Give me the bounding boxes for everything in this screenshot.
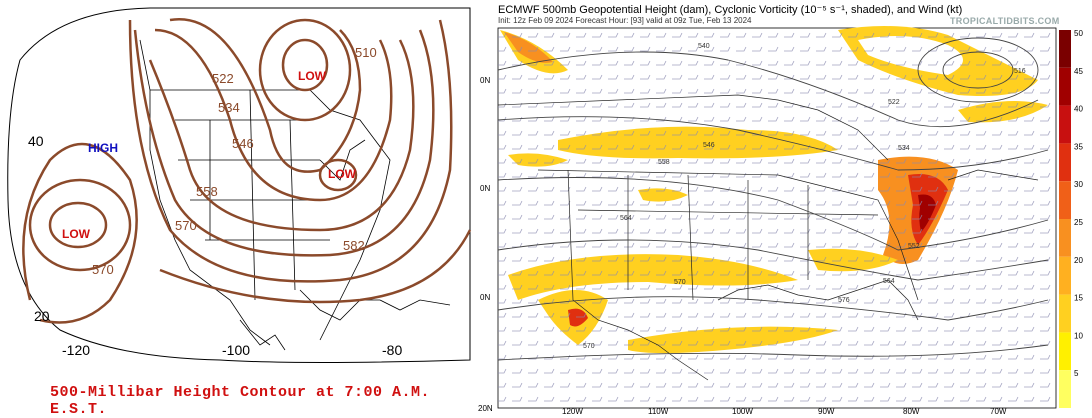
lon-label: -80 [382,342,402,358]
colorbar-tick-label: 25 [1074,218,1083,227]
colorbar-tick-label: 5 [1074,369,1079,378]
colorbar-tick-label: 20 [1074,256,1083,265]
colorbar-segment [1059,181,1071,219]
map-boundaries [497,94,1039,381]
high-label: HIGH [88,141,118,155]
ecmwf-title: ECMWF 500mb Geopotential Height (dam), C… [498,4,963,16]
left-map-canvas: HIGH LOW LOW LOW 510 522 534 546 558 570… [7,7,472,363]
wind-barbs [498,28,1056,408]
state-boundaries [139,39,451,351]
colorbar-tick-label: 15 [1074,294,1083,303]
colorbar-tick-label: 50 [1074,29,1083,38]
contour-label: 558 [658,159,670,166]
low-label-west: LOW [62,227,91,241]
lat-label: 0N [480,293,490,302]
contour-label: 576 [838,297,850,304]
right-map-canvas: 540 516 522 534 546 558 564 570 552 564 … [478,26,1083,416]
height-contours [22,17,472,324]
colorbar-segment [1059,370,1071,408]
colorbar-segment [1059,105,1071,144]
right-ecmwf-map: ECMWF 500mb Geopotential Height (dam), C… [478,0,1092,418]
lon-label: 70W [990,407,1007,416]
contour-label: 564 [883,278,895,285]
colorbar-segment [1059,294,1071,333]
contour-labels-right: 540 516 522 534 546 558 564 570 552 564 … [583,43,1026,350]
contour-label: 570 [583,343,595,350]
contour-label: 534 [218,100,240,115]
lon-label: -100 [222,342,250,358]
map-border [7,7,471,363]
lon-label: 80W [903,407,920,416]
lat-labels-right: 0N 0N 0N 20N [478,76,493,413]
brand-label: TROPICALTIDBITS.COM [950,16,1060,26]
contour-label: 570 [674,279,686,286]
contour-label: 516 [1014,68,1026,75]
lon-label: 100W [732,407,753,416]
lon-label: 90W [818,407,835,416]
height-contours-right [497,37,1049,361]
colorbar-segment [1059,30,1071,68]
contour-label: 522 [212,71,234,86]
lat-lon-labels: 40 20 -120 -100 -80 [28,133,402,358]
lon-label: -120 [62,342,90,358]
colorbar-tick-label: 40 [1074,105,1083,114]
low-label-east: LOW [328,167,357,181]
contour-label: 564 [620,215,632,222]
left-height-contour-map: HIGH LOW LOW LOW 510 522 534 546 558 570… [0,0,478,418]
colorbar-segment [1059,219,1071,257]
contour-label: 570 [175,218,197,233]
lon-label: 120W [562,407,583,416]
contour-value-labels: 510 522 534 546 558 570 582 570 [92,45,377,277]
low-label-north: LOW [298,69,327,83]
vorticity-colorbar: 50 45 40 35 30 25 20 15 10 5 [1059,29,1083,408]
colorbar-segment [1059,67,1071,106]
contour-label: 558 [196,184,218,199]
contour-label: 546 [232,136,254,151]
lon-label: 110W [648,407,669,416]
lat-label: 20N [478,404,493,413]
lat-label: 0N [480,76,490,85]
lon-labels-right: 120W 110W 100W 90W 80W 70W [562,407,1007,416]
colorbar-tick-label: 10 [1074,331,1083,340]
contour-label: 582 [343,238,365,253]
colorbar-segment [1059,256,1071,295]
contour-label: 522 [888,99,900,106]
colorbar-tick-label: 35 [1074,142,1083,151]
left-map-caption: 500-Millibar Height Contour at 7:00 A.M.… [50,384,431,418]
colorbar-tick-label: 45 [1074,67,1083,76]
contour-label: 534 [898,145,910,152]
lat-label: 20 [34,308,50,324]
contour-label: 546 [703,142,715,149]
contour-label: 510 [355,45,377,60]
lat-label: 0N [480,184,490,193]
lat-label: 40 [28,133,44,149]
colorbar-segment [1059,332,1071,371]
contour-label: 552 [908,243,920,250]
colorbar-segment [1059,143,1071,182]
colorbar-tick-label: 30 [1074,180,1083,189]
ecmwf-subtitle: Init: 12z Feb 09 2024 Forecast Hour: [93… [498,16,752,25]
contour-label: 540 [698,43,710,50]
contour-label: 570 [92,262,114,277]
